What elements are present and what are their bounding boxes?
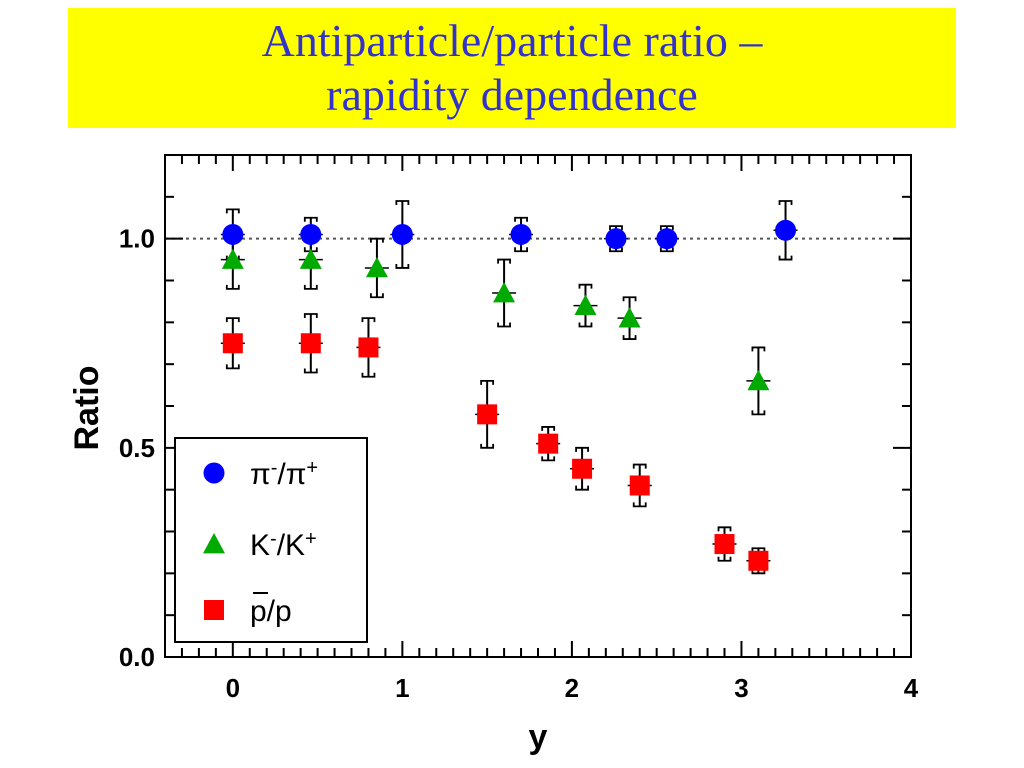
error-cap-bottom (717, 556, 732, 562)
error-cap-top (514, 216, 528, 222)
proton-ratio-point (300, 333, 321, 354)
error-cap-bottom (395, 263, 410, 269)
proton-ratio-point (572, 458, 593, 479)
pion-ratio-point (605, 228, 627, 250)
proton-ratio-point (714, 534, 735, 555)
kaon-ratio-point (365, 256, 388, 278)
error-cap-top (395, 200, 410, 206)
error-cap-bottom (303, 284, 318, 290)
error-cap-bottom (659, 247, 674, 253)
error-cap-bottom (541, 456, 556, 462)
y-tick-label: 0.5 (119, 433, 155, 463)
error-cap-bottom (632, 502, 647, 508)
error-cap-top (632, 463, 647, 469)
legend-proton-marker (204, 600, 224, 620)
error-cap-bottom (751, 410, 766, 416)
error-cap-top (480, 380, 495, 385)
x-tick-label: 4 (904, 673, 919, 703)
error-cap-top (541, 426, 556, 431)
x-tick-label: 2 (565, 673, 579, 703)
error-cap-bottom (578, 322, 593, 328)
kaon-ratio-point (221, 248, 244, 269)
y-tick-label: 0.0 (119, 642, 155, 672)
error-cap-top (303, 216, 318, 222)
y-tick-label: 1.0 (119, 224, 155, 254)
legend-pion-label: π-/π+ (250, 457, 318, 491)
kaon-ratio-point (747, 369, 770, 391)
error-cap-top (609, 225, 623, 231)
pion-ratio-point (510, 223, 532, 245)
proton-ratio-point (222, 333, 243, 354)
error-cap-top (497, 258, 511, 264)
error-cap-bottom (622, 335, 637, 340)
proton-ratio-point (748, 550, 769, 571)
title-line-2: rapidity dependence (326, 69, 698, 120)
error-cap-top (361, 317, 376, 323)
error-cap-top (578, 283, 593, 289)
error-cap-top (717, 526, 732, 532)
error-cap-bottom (751, 569, 766, 575)
legend-proton-label: p/p (250, 595, 292, 628)
proton-ratio-point (538, 433, 559, 454)
error-cap-top (751, 547, 766, 553)
error-cap-bottom (778, 255, 793, 261)
error-cap-top (622, 296, 637, 302)
y-axis-title: Ratio (68, 366, 106, 451)
legend-kaon-label: K-/K+ (250, 528, 317, 562)
error-cap-bottom (514, 247, 528, 253)
pion-ratio-point (775, 219, 797, 241)
error-cap-top (225, 317, 240, 323)
error-cap-top (778, 200, 793, 206)
error-cap-bottom (225, 364, 240, 370)
title-line-1: Antiparticle/particle ratio – (261, 15, 763, 66)
error-cap-bottom (303, 368, 318, 374)
error-cap-bottom (361, 372, 376, 378)
pion-ratio-point (391, 223, 413, 245)
x-tick-label: 3 (734, 673, 748, 703)
error-cap-bottom (370, 293, 384, 299)
kaon-ratio-point (618, 307, 641, 328)
error-cap-top (225, 208, 240, 214)
error-cap-top (370, 237, 384, 243)
proton-ratio-point (477, 404, 498, 425)
proton-ratio-point (629, 475, 650, 496)
kaon-ratio-point (574, 294, 597, 315)
error-cap-bottom (480, 443, 495, 449)
error-cap-bottom (609, 247, 623, 253)
x-tick-label: 1 (395, 673, 409, 703)
kaon-ratio-point (493, 282, 516, 303)
pion-ratio-point (656, 228, 678, 250)
kaon-ratio-point (299, 248, 322, 269)
slide-title: Antiparticle/particle ratio – rapidity d… (68, 8, 956, 128)
error-cap-top (575, 446, 589, 452)
proton-ratio-point (358, 337, 379, 358)
legend-kaon-marker (203, 533, 225, 554)
error-cap-top (751, 346, 766, 352)
error-cap-bottom (575, 485, 589, 491)
error-cap-bottom (225, 284, 240, 290)
x-tick-label: 0 (226, 673, 240, 703)
pion-ratio-point (222, 223, 244, 245)
error-cap-top (659, 225, 674, 231)
error-cap-bottom (497, 322, 511, 328)
legend-pion-marker (203, 462, 225, 484)
error-cap-top (303, 313, 318, 318)
x-axis-title: y (529, 718, 548, 756)
pion-ratio-point (300, 223, 322, 245)
